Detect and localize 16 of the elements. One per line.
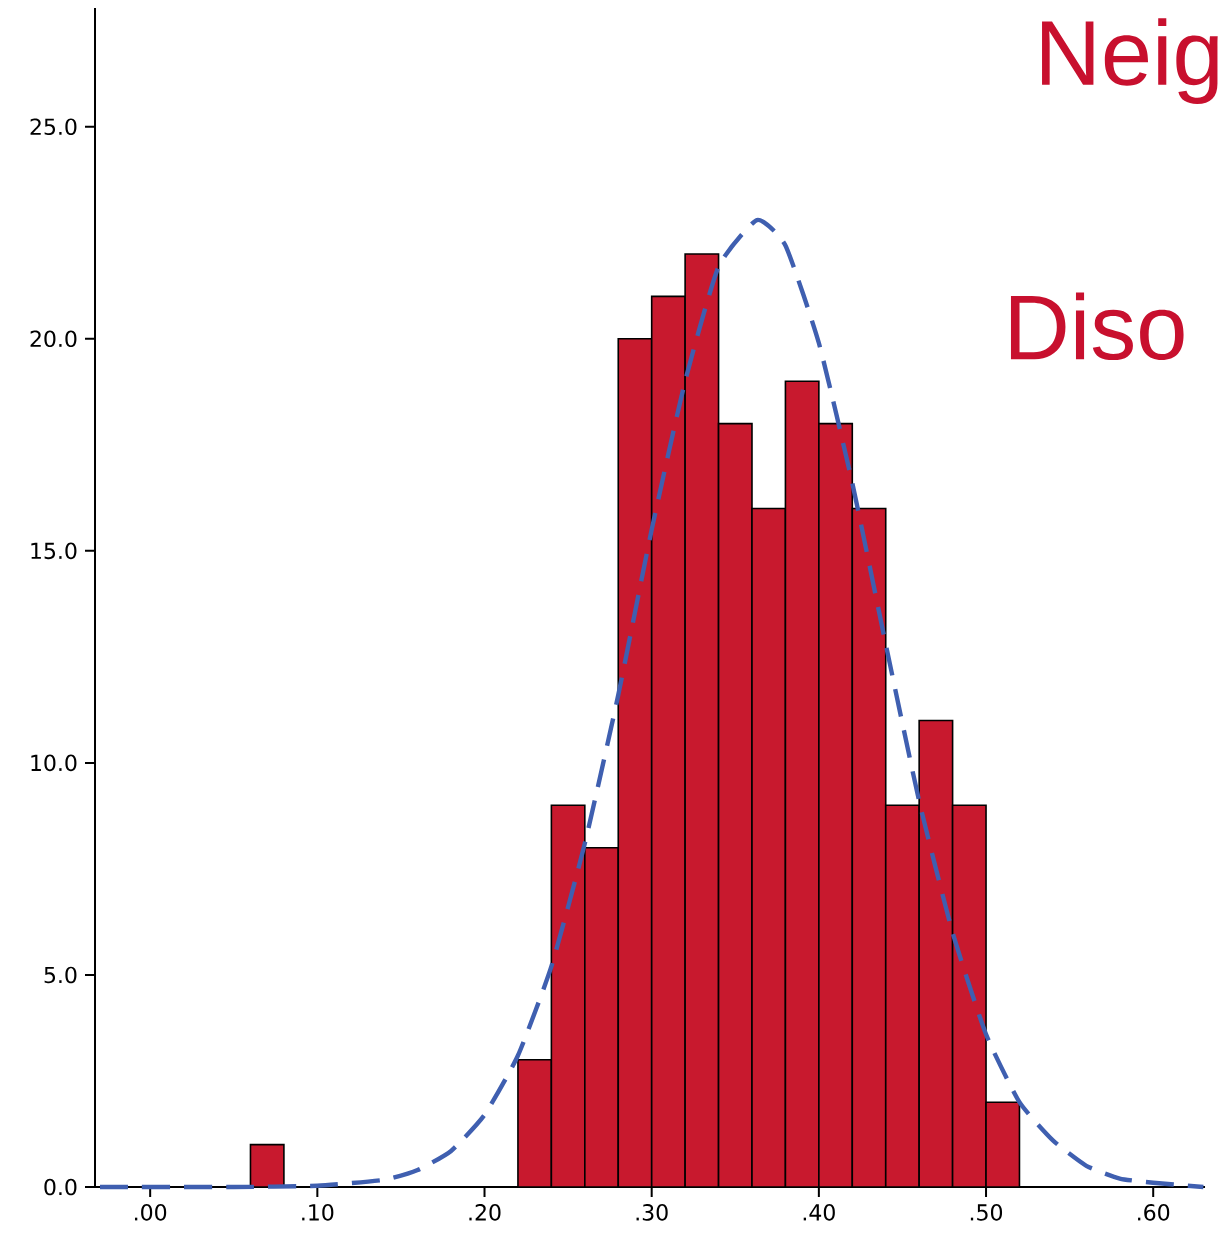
y-tick-label: 25.0 [30,118,77,136]
y-tick-label: 10.0 [31,754,77,772]
y-tick-label: 15.0 [31,542,77,560]
x-tick-label: .30 [636,1204,668,1221]
y-tick-label: 5.0 [44,966,77,984]
x-tick-label: .00 [134,1204,167,1221]
annotation: Diso [1010,292,1184,361]
x-tick-label: .40 [803,1204,835,1221]
x-tick-label: .60 [1137,1204,1170,1221]
annotation: Neig [1041,18,1218,104]
x-tick-label: .10 [302,1204,334,1221]
x-tick-label: .20 [469,1204,501,1221]
x-tick-label: .50 [970,1204,1002,1221]
line-series [97,217,1206,1190]
y-tick-label: 0.0 [44,1178,77,1196]
y-tick-label: 20.0 [30,330,77,348]
